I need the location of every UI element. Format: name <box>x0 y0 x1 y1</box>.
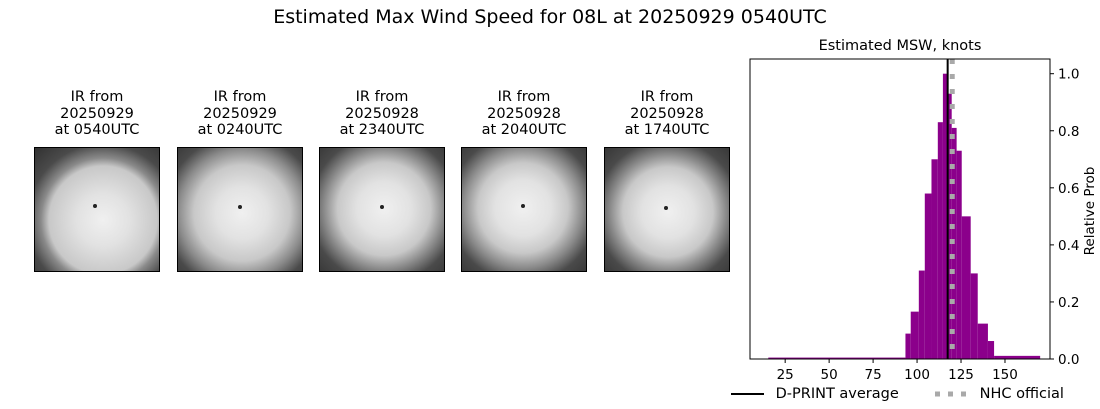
legend-label-nhc: NHC official <box>979 386 1064 402</box>
y-tick-label: 0.0 <box>1058 352 1079 368</box>
histogram-bar <box>910 311 919 359</box>
legend-nhc: NHC official <box>935 386 1064 402</box>
histogram-bar <box>961 216 971 359</box>
y-axis-label: Relative Prob <box>1082 167 1098 256</box>
ir-panel-4: IR from 20250928 at 2040UTC <box>461 89 587 272</box>
x-tick-label: 125 <box>948 367 974 383</box>
figure-title: Estimated Max Wind Speed for 08L at 2025… <box>273 6 827 28</box>
ir-panel-title: IR from 20250928 at 2040UTC <box>481 89 567 138</box>
y-tick-label: 0.4 <box>1058 238 1079 254</box>
histogram-bar <box>977 323 988 359</box>
storm-eye <box>238 205 242 209</box>
x-tick-label: 100 <box>904 367 930 383</box>
ir-panel-title: IR from 20250928 at 2340UTC <box>339 89 425 138</box>
ir-satellite-image <box>34 147 160 272</box>
x-tick-label: 25 <box>777 367 794 383</box>
histogram-bar <box>947 93 952 360</box>
histogram-bar <box>918 270 925 359</box>
plot-frame <box>749 58 1051 360</box>
y-tick-label: 0.2 <box>1058 295 1079 311</box>
ir-panel-2: IR from 20250929 at 0240UTC <box>177 89 303 272</box>
ir-panel-title: IR from 20250929 at 0540UTC <box>54 89 140 138</box>
ir-panel-5: IR from 20250928 at 1740UTC <box>604 89 730 272</box>
histogram-bar <box>956 150 962 359</box>
ir-satellite-image <box>604 147 730 272</box>
chart-title: Estimated MSW, knots <box>819 38 982 54</box>
ir-panel-title: IR from 20250929 at 0240UTC <box>197 89 283 138</box>
y-tick-label: 1.0 <box>1058 67 1079 83</box>
storm-eye <box>93 204 97 208</box>
legend-dprint: D-PRINT average <box>731 386 899 402</box>
x-tick-label: 50 <box>821 367 838 383</box>
histogram-bar <box>931 159 938 359</box>
ir-panel-1: IR from 20250929 at 0540UTC <box>34 89 160 272</box>
storm-eye <box>521 204 525 208</box>
histogram-bar <box>942 73 948 359</box>
storm-eye <box>664 206 668 210</box>
ir-panel-3: IR from 20250928 at 2340UTC <box>319 89 445 272</box>
dotted-line-icon <box>935 391 969 397</box>
legend-label-dprint: D-PRINT average <box>775 386 899 402</box>
histogram-bar <box>970 273 978 359</box>
histogram-bar <box>994 355 1041 359</box>
solid-line-icon <box>731 393 764 395</box>
y-tick-label: 0.6 <box>1058 181 1079 197</box>
x-tick-label: 75 <box>865 367 882 383</box>
x-tick-label: 150 <box>992 367 1018 383</box>
histogram-bar <box>905 333 911 359</box>
ir-satellite-image <box>319 147 445 272</box>
storm-eye <box>380 205 384 209</box>
histogram-bar <box>768 357 906 359</box>
histogram-bar <box>937 122 943 360</box>
histogram-bar <box>987 341 995 359</box>
y-tick-label: 0.8 <box>1058 124 1079 140</box>
ir-satellite-image <box>177 147 303 272</box>
histogram-bar <box>924 193 932 359</box>
ir-satellite-image <box>461 147 587 272</box>
ir-panel-title: IR from 20250928 at 1740UTC <box>624 89 710 138</box>
